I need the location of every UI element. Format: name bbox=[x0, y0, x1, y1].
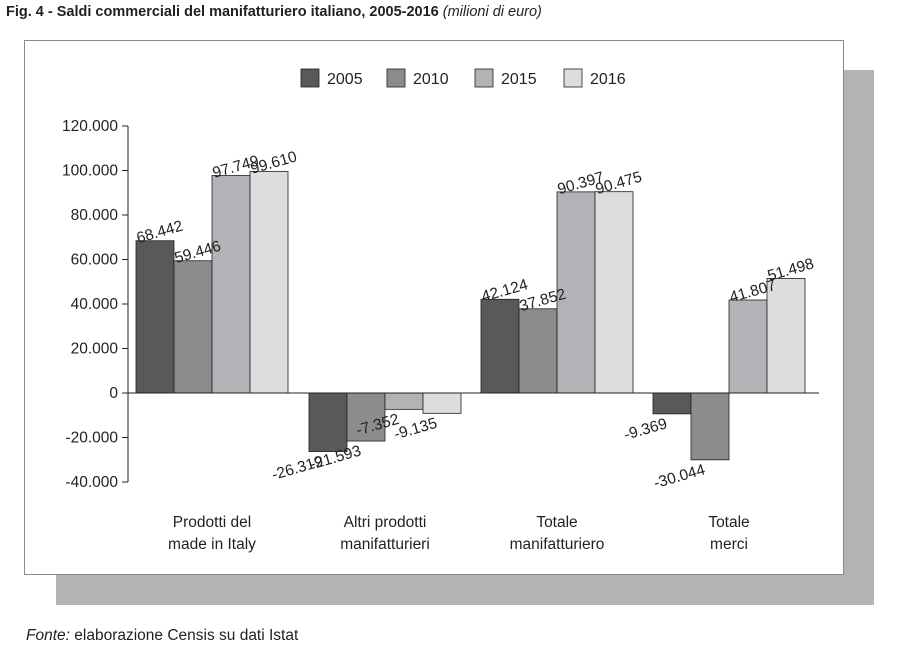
bar bbox=[211, 175, 251, 394]
category-label: made in Italy bbox=[168, 536, 256, 553]
legend-label: 2010 bbox=[413, 71, 449, 88]
x-axis-labels: Prodotti del made in Italy Altri prodotti m… bbox=[168, 514, 750, 553]
bar bbox=[249, 170, 289, 394]
bar bbox=[173, 260, 213, 394]
source-note: Fonte: elaborazione Censis su dati Istat bbox=[26, 627, 298, 645]
y-tick-label: -40.000 bbox=[65, 474, 118, 491]
y-axis: 120.000 100.000 80.000 60.000 40.000 20.000 0 -… bbox=[62, 118, 129, 491]
y-tick-label: 100.000 bbox=[62, 163, 118, 180]
bar-chart: 2005 2010 2015 2016 120.000 100.000 80.000 60.… bbox=[62, 68, 819, 553]
bar bbox=[422, 392, 462, 414]
y-tick-label: 40.000 bbox=[71, 296, 119, 313]
data-label: -9.369 bbox=[622, 415, 669, 443]
chart-legend: 2005 2010 2015 2016 bbox=[300, 68, 626, 88]
source-text: elaborazione Censis su dati Istat bbox=[74, 627, 299, 644]
y-tick-label: 120.000 bbox=[62, 118, 118, 135]
bar bbox=[766, 278, 806, 394]
legend-swatch bbox=[563, 68, 583, 88]
legend-label: 2005 bbox=[327, 71, 363, 88]
y-tick-label: 0 bbox=[109, 385, 118, 402]
bar bbox=[480, 298, 520, 394]
category-label: Totale bbox=[536, 514, 577, 531]
data-label: -9.135 bbox=[392, 415, 439, 443]
data-label: -30.044 bbox=[652, 461, 708, 492]
legend-label: 2015 bbox=[501, 71, 537, 88]
bar bbox=[135, 240, 175, 394]
legend-swatch bbox=[474, 68, 494, 88]
category-label: Prodotti del bbox=[173, 514, 251, 531]
category-label: manifatturiero bbox=[510, 536, 605, 553]
legend-swatch bbox=[300, 68, 320, 88]
bar bbox=[346, 392, 386, 442]
category-label: Totale bbox=[708, 514, 749, 531]
bar bbox=[728, 299, 768, 394]
bar bbox=[308, 392, 348, 452]
bar bbox=[594, 191, 634, 394]
bar bbox=[556, 191, 596, 394]
bar bbox=[518, 308, 558, 394]
y-tick-label: -20.000 bbox=[65, 430, 118, 447]
legend-label: 2016 bbox=[590, 71, 626, 88]
category-label: Altri prodotti bbox=[344, 514, 427, 531]
figure-title-main: Fig. 4 - Saldi commerciali del manifattu… bbox=[6, 4, 439, 20]
bar bbox=[384, 392, 424, 410]
figure-title: Fig. 4 - Saldi commerciali del manifattu… bbox=[6, 4, 542, 20]
bar bbox=[652, 392, 692, 415]
bars bbox=[135, 170, 806, 461]
category-label: manifatturieri bbox=[340, 536, 430, 553]
y-tick-label: 20.000 bbox=[71, 341, 119, 358]
y-tick-label: 80.000 bbox=[71, 207, 119, 224]
source-label: Fonte: bbox=[26, 627, 70, 644]
legend-swatch bbox=[386, 68, 406, 88]
figure-title-unit: (milioni di euro) bbox=[442, 4, 542, 20]
category-label: merci bbox=[710, 536, 748, 553]
bar bbox=[690, 392, 730, 461]
y-tick-label: 60.000 bbox=[71, 252, 119, 269]
